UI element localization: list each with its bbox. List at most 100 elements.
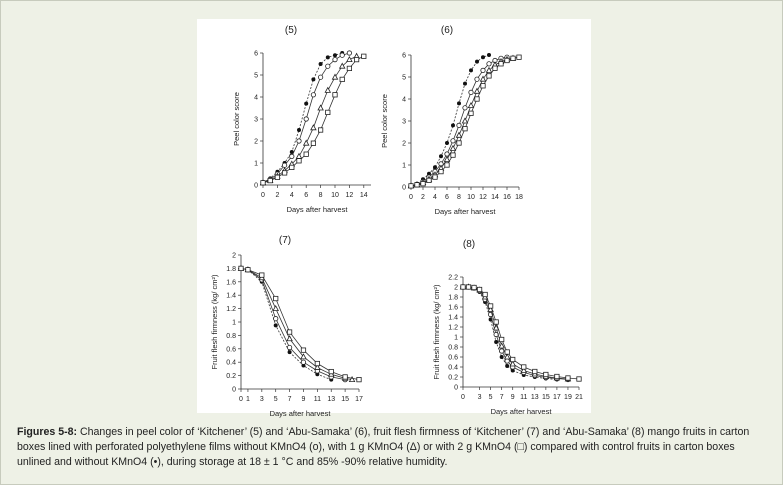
data-point: [487, 74, 491, 78]
panel-label: (7): [279, 235, 291, 246]
chart-panel-7: (7)00.20.40.60.811.21.41.61.820 1 3 5 7 9 11 13…: [199, 233, 391, 415]
y-tick-label: 6: [402, 53, 406, 60]
series-line: [241, 268, 352, 379]
y-tick-label: 0.2: [448, 375, 458, 382]
series-line: [411, 55, 489, 186]
x-tick-label: 11: [314, 396, 321, 403]
y-axis-label: Peel color score: [380, 94, 389, 148]
data-point: [311, 125, 316, 130]
data-point: [333, 57, 337, 61]
data-point: [487, 53, 491, 57]
data-point: [246, 268, 250, 272]
data-point: [445, 163, 449, 167]
data-point: [555, 374, 559, 378]
data-point: [304, 140, 309, 145]
data-point: [499, 337, 503, 341]
data-point: [451, 123, 455, 127]
data-point: [475, 60, 479, 64]
data-point: [282, 171, 286, 175]
data-point: [427, 178, 431, 182]
x-tick-label: 7: [288, 396, 292, 403]
data-point: [475, 77, 479, 81]
x-tick-label: 21: [575, 394, 583, 401]
x-tick-label: 5: [274, 396, 278, 403]
data-point: [311, 77, 315, 81]
data-point: [274, 296, 278, 300]
data-point: [287, 336, 292, 341]
y-tick-label: 3: [402, 119, 406, 126]
x-tick-label: 15: [542, 394, 550, 401]
x-axis-label: Days after harvest: [435, 207, 497, 216]
data-point: [333, 93, 337, 97]
x-tick-label: 8: [457, 194, 461, 201]
y-tick-label: 2: [402, 141, 406, 148]
data-point: [326, 64, 330, 68]
data-point: [472, 285, 476, 289]
y-tick-label: 1: [402, 163, 406, 170]
y-tick-label: 1.2: [226, 306, 236, 313]
data-point: [239, 266, 243, 270]
data-point: [463, 106, 467, 110]
data-point: [463, 82, 467, 86]
series-line: [411, 57, 507, 186]
y-tick-label: 0.8: [226, 333, 236, 340]
x-tick-label: 10: [467, 194, 475, 201]
y-tick-label: 3: [254, 117, 258, 124]
x-tick-label: 6: [445, 194, 449, 201]
series-line: [411, 58, 513, 186]
data-point: [329, 369, 333, 373]
data-point: [483, 292, 487, 296]
data-point: [326, 55, 330, 59]
series-line: [263, 56, 364, 183]
figure-frame: (5) 0 1 2 3 4 5 6 0 2 4 6 8 10 12 14 Days after harvest P…: [0, 0, 783, 485]
x-tick-label: 9: [302, 396, 306, 403]
data-point: [315, 361, 319, 365]
data-point: [522, 365, 526, 369]
data-point: [347, 66, 351, 70]
data-point: [481, 68, 485, 72]
y-tick-label: 0.2: [226, 373, 236, 380]
x-tick-label: 18: [515, 194, 523, 201]
data-point: [457, 123, 461, 127]
data-point: [296, 154, 301, 159]
y-tick-label: 1.4: [226, 293, 236, 300]
x-tick-label: 4: [433, 194, 437, 201]
x-tick-label: 13: [327, 396, 335, 403]
data-point: [511, 56, 515, 60]
x-tick-label: 2: [421, 194, 425, 201]
x-tick-label: 10: [331, 192, 339, 199]
data-point: [451, 153, 455, 157]
x-tick-label: 4: [290, 192, 294, 199]
y-tick-label: 0: [402, 185, 406, 192]
data-point: [505, 350, 509, 354]
y-tick-label: 6: [254, 51, 258, 58]
y-tick-label: 0.4: [226, 360, 236, 367]
data-point: [461, 285, 465, 289]
data-point: [290, 154, 294, 158]
data-point: [325, 88, 330, 93]
x-tick-label: 14: [360, 192, 368, 199]
data-point: [494, 340, 498, 344]
data-point: [318, 75, 322, 79]
y-tick-label: 1: [254, 161, 258, 168]
y-tick-label: 4: [402, 97, 406, 104]
y-tick-label: 4: [254, 95, 258, 102]
data-point: [304, 117, 308, 121]
data-point: [456, 133, 461, 138]
data-point: [469, 90, 473, 94]
data-point: [463, 127, 467, 131]
data-point: [415, 183, 419, 187]
data-point: [445, 152, 449, 156]
y-tick-label: 1: [454, 335, 458, 342]
data-point: [475, 97, 479, 101]
data-point: [347, 51, 351, 55]
figure-caption: Figures 5-8: Changes in peel color of ‘K…: [17, 425, 769, 470]
y-tick-label: 1.8: [226, 266, 236, 273]
x-tick-label: 12: [346, 192, 354, 199]
data-point: [287, 330, 291, 334]
y-tick-label: 0: [254, 183, 258, 190]
data-point: [439, 169, 443, 173]
x-tick-label: 17: [355, 396, 363, 403]
data-point: [340, 77, 344, 81]
